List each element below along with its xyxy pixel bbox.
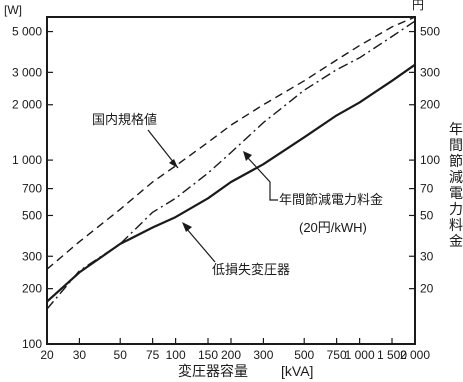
annotation-arrow-saving — [247, 157, 278, 201]
annotation-annual-saving: 年間節減電力料金 — [279, 192, 383, 207]
annotation-arrowhead-low-loss — [182, 222, 192, 232]
series-layer — [46, 16, 416, 310]
x-tick-label: 30 — [73, 348, 87, 362]
y-right-tick-label: 20 — [420, 282, 434, 296]
y-left-tick-label: 3 000 — [12, 65, 42, 79]
plot-frame — [46, 16, 416, 345]
x-tick-label: 50 — [114, 348, 128, 362]
annotation-arrowhead-domestic — [169, 159, 178, 168]
x-tick-label: 200 — [221, 348, 241, 362]
x-tick-label: 1 000 — [345, 348, 375, 362]
y-right-tick-label: 30 — [420, 249, 434, 263]
y-left-tick-label: 200 — [22, 282, 42, 296]
y-left-tick-label: 500 — [22, 208, 42, 222]
series-line-low-loss-transformer — [46, 63, 416, 303]
annotation-price-rate: (20円/kWH) — [299, 220, 367, 235]
y-right-tick-label: 70 — [420, 182, 434, 196]
x-tick-label: 2 000 — [400, 348, 430, 362]
y-right-title: 年間節減電力料金 — [449, 121, 463, 249]
y-axis-left: 5 000 3 000 2 000 1 000 700 500 300 200 100 — [12, 25, 53, 351]
y-left-tick-label: 300 — [22, 249, 42, 263]
x-tick-label: 20 — [40, 348, 54, 362]
y-right-tick-label: 50 — [420, 208, 434, 222]
annotation-arrow-low-loss — [185, 227, 216, 263]
y-right-tick-label: 300 — [420, 65, 440, 79]
series-line-domestic-standard — [46, 16, 416, 270]
x-tick-label: 750 — [327, 348, 347, 362]
annotation-domestic-standard: 国内規格値 — [92, 112, 157, 127]
x-tick-label: 75 — [146, 348, 160, 362]
y-left-unit: [W] — [4, 3, 22, 17]
y-right-tick-label: 100 — [420, 153, 440, 167]
y-left-tick-label: 1 000 — [12, 153, 42, 167]
series-line-annual-saving — [46, 20, 416, 310]
y-right-tick-label: 500 — [420, 25, 440, 39]
x-axis-unit: [kVA] — [281, 363, 313, 379]
annotation-low-loss: 低損失変圧器 — [212, 262, 290, 277]
y-axis-right: 500 300 200 100 70 50 30 20 — [409, 25, 440, 296]
x-tick-label: 100 — [166, 348, 186, 362]
x-tick-label: 500 — [294, 348, 314, 362]
y-left-tick-label: 5 000 — [12, 25, 42, 39]
y-left-tick-label: 700 — [22, 182, 42, 196]
x-tick-label: 300 — [253, 348, 273, 362]
x-tick-label: 150 — [198, 348, 218, 362]
y-right-tick-label: 200 — [420, 98, 440, 112]
y-left-tick-label: 100 — [22, 337, 42, 351]
x-tick-label: 1 500 — [377, 348, 407, 362]
y-right-unit: 円 — [412, 0, 424, 12]
y-left-tick-label: 2 000 — [12, 98, 42, 112]
x-axis-title: 変圧器容量 — [178, 363, 248, 379]
annotation-arrowhead-saving — [243, 151, 252, 161]
